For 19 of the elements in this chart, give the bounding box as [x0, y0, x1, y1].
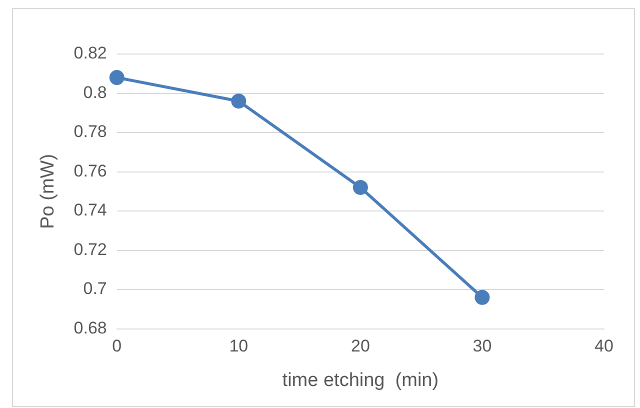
- x-tick-label: 30: [472, 336, 492, 356]
- x-tick-label: 0: [112, 336, 122, 356]
- y-tick-label: 0.8: [83, 82, 107, 102]
- y-axis-title: Po (mW): [38, 154, 59, 229]
- point: [109, 70, 124, 86]
- y-tick-label: 0.82: [74, 44, 107, 63]
- point: [231, 94, 246, 109]
- y-tick-label: 0.7: [83, 279, 107, 298]
- x-tick-label: 40: [594, 336, 614, 356]
- x-tick-label: 20: [350, 336, 370, 356]
- y-tick-label: 0.76: [74, 161, 107, 180]
- y-tick-label: 0.68: [74, 318, 107, 338]
- x-axis-title: time etching (min): [282, 370, 439, 391]
- y-tick-label: 0.72: [74, 240, 107, 259]
- y-tick-label: 0.74: [74, 200, 107, 220]
- x-tick-label: 10: [229, 336, 248, 356]
- point: [474, 290, 490, 305]
- y-tick-label: 0.78: [74, 122, 107, 142]
- point: [352, 180, 368, 195]
